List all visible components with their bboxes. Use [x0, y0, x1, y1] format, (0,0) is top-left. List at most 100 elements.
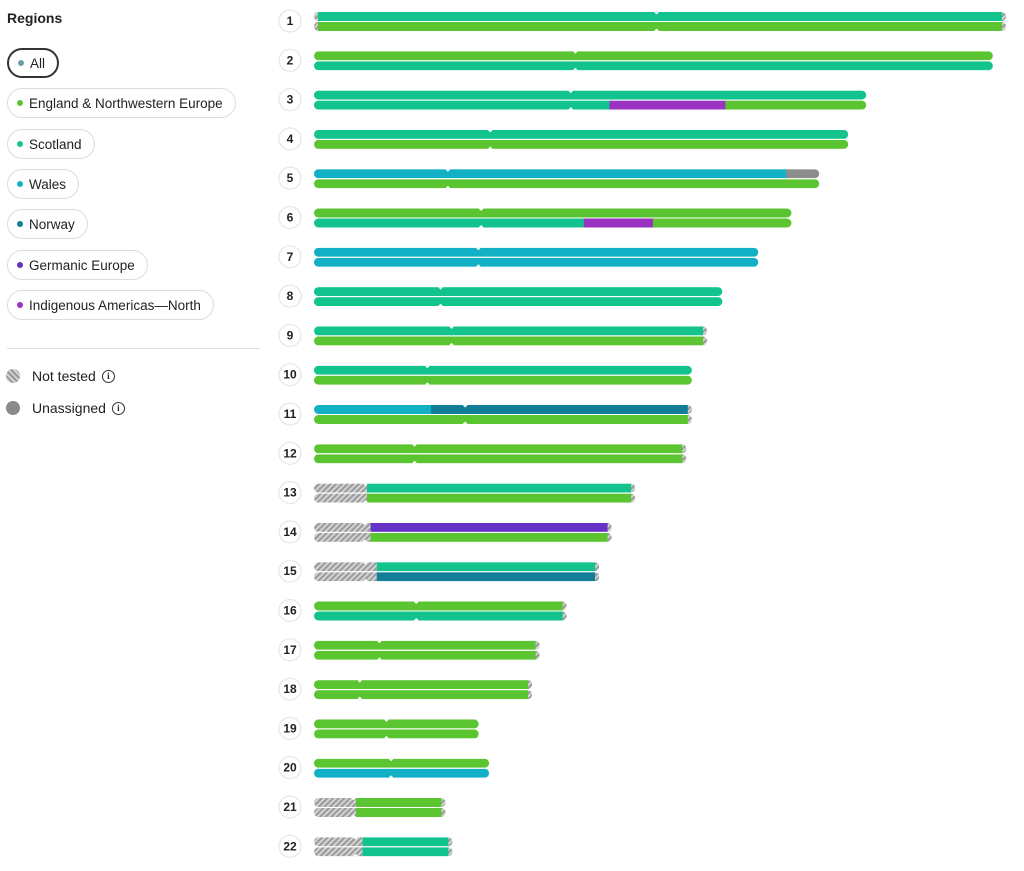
chromosome-8[interactable]: 8: [278, 284, 723, 308]
chromosome-number-label: 1: [287, 14, 294, 28]
chromosome-1-top-copy: [314, 12, 1006, 21]
chromosome-13-bottom-copy: [314, 493, 636, 503]
not-tested-tip: [314, 22, 318, 31]
filter-england-northwestern-europe[interactable]: England & Northwestern Europe: [7, 88, 236, 118]
centromere-notch: [572, 51, 578, 54]
filter-scotland-dot: [17, 141, 23, 147]
filter-germanic-dot: [17, 262, 23, 268]
not-tested-segment: [314, 808, 357, 817]
not-tested-tip: [562, 601, 567, 611]
not-tested-tip: [441, 798, 446, 807]
chromosome-19[interactable]: 19: [278, 716, 479, 741]
chromosome-number-badge: [278, 716, 302, 741]
centromere-notch: [572, 67, 578, 71]
chromosome-number-badge: [278, 284, 302, 308]
chromosome-16-top-copy: [314, 601, 567, 611]
england-segment: [314, 179, 820, 189]
chromosome-1[interactable]: 1: [278, 9, 1007, 33]
centromere-notch: [362, 562, 368, 565]
chromosome-number-label: 15: [283, 564, 297, 578]
filter-indigenous-americas-north[interactable]: Indigenous Americas—North: [7, 290, 214, 320]
filter-all[interactable]: All: [7, 48, 60, 78]
chromosome-17[interactable]: 17: [278, 638, 540, 662]
chromosome-7[interactable]: 7: [278, 245, 759, 269]
chromosome-4[interactable]: 4: [278, 127, 849, 151]
chromosome-20[interactable]: 20: [278, 756, 490, 780]
chromosome-number-label: 20: [283, 761, 297, 775]
filter-wales-label: Wales: [29, 176, 67, 192]
filter-norway[interactable]: Norway: [7, 209, 88, 239]
chromosome-2[interactable]: 2: [278, 48, 993, 72]
scotland-segment: [366, 483, 636, 493]
chromosome-18[interactable]: 18: [278, 677, 532, 701]
centromere-notch: [475, 247, 481, 251]
chromosome-number-badge: [278, 245, 302, 269]
not-tested-info-icon[interactable]: i: [101, 369, 115, 383]
centromere-notch: [383, 735, 389, 739]
chromosome-3[interactable]: 3: [278, 87, 867, 112]
england-segment: [314, 680, 532, 690]
chromosome-20-bottom-copy: [314, 768, 490, 778]
chromosome-5-top-copy: [314, 169, 820, 179]
filter-norway-dot: [17, 221, 23, 227]
chromosome-number-label: 12: [283, 446, 297, 460]
england-segment: [314, 719, 479, 729]
filter-wales[interactable]: Wales: [7, 169, 80, 199]
not-tested-tip: [631, 483, 636, 493]
england-segment: [366, 493, 636, 503]
centromere-notch: [438, 303, 444, 307]
chromosome-number-badge: [278, 48, 302, 72]
chromosome-12[interactable]: 12: [278, 441, 687, 465]
chromosome-number-label: 22: [283, 839, 297, 853]
indigenous-segment: [609, 100, 726, 110]
centromere-notch: [376, 640, 382, 644]
not-tested-tip: [687, 405, 692, 414]
centromere-notch: [445, 185, 451, 189]
scotland-segment: [314, 12, 1006, 21]
chromosome-number-badge: [278, 323, 302, 347]
chromosome-16[interactable]: 16: [278, 598, 567, 623]
centromere-notch: [376, 657, 382, 660]
unassigned-info-icon[interactable]: i: [111, 401, 125, 415]
chromosome-19-bottom-copy: [314, 729, 479, 739]
filter-indigenous-label: Indigenous Americas—North: [29, 297, 201, 313]
chromosome-6[interactable]: 6: [278, 205, 792, 230]
chromosome-21[interactable]: 21: [278, 795, 446, 819]
filter-scotland-label: Scotland: [29, 136, 82, 152]
scotland-segment: [314, 611, 567, 621]
filter-germanic-europe[interactable]: Germanic Europe: [7, 250, 148, 280]
chromosome-13[interactable]: 13: [278, 481, 636, 505]
centromere-notch: [412, 444, 418, 447]
chromosome-number-label: 5: [287, 171, 294, 185]
chromosome-15[interactable]: 15: [278, 559, 600, 583]
chromosome-22[interactable]: 22: [278, 834, 453, 858]
filter-wales-dot: [17, 181, 23, 187]
chromosome-2-bottom-copy: [314, 61, 993, 71]
england-segment: [725, 100, 867, 110]
chromosome-11-bottom-copy: [314, 415, 692, 424]
chromosome-14[interactable]: 14: [278, 520, 612, 544]
not-tested-tip: [448, 847, 453, 857]
chromosome-5[interactable]: 5: [278, 166, 820, 190]
filter-scotland[interactable]: Scotland: [7, 129, 95, 159]
england-segment: [314, 729, 479, 739]
chromosome-9[interactable]: 9: [278, 323, 708, 347]
england-segment: [314, 444, 687, 454]
england-segment: [653, 218, 792, 228]
filter-norway-label: Norway: [29, 216, 75, 232]
not-tested-tip: [527, 690, 532, 700]
centromere-notch: [388, 775, 394, 778]
england-segment: [314, 139, 849, 149]
chromosome-10[interactable]: 10: [278, 363, 692, 387]
chromosome-11[interactable]: 11: [278, 402, 692, 426]
not-tested-segment: [314, 522, 371, 532]
norway-segment: [431, 405, 692, 414]
not-tested-segment: [314, 798, 357, 807]
not-tested-tip: [527, 680, 532, 690]
chromosome-number-label: 6: [287, 211, 294, 225]
regions-heading: Regions: [7, 10, 63, 26]
centromere-notch: [487, 146, 493, 149]
centromere-notch: [388, 758, 394, 762]
chromosome-10-bottom-copy: [314, 375, 692, 385]
